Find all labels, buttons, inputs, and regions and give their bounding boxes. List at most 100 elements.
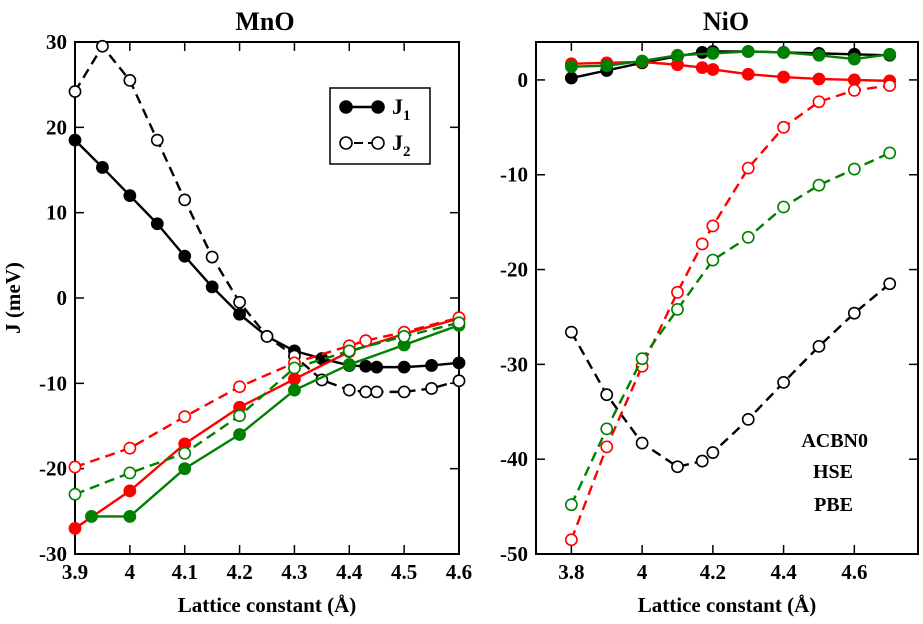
data-point-j1-hse-mno — [85, 510, 98, 523]
series-group-mno — [68, 39, 466, 535]
data-point-j2-pbe-mno — [370, 385, 384, 399]
data-point-j2-hse-nio — [635, 352, 649, 366]
data-point-j2-pbe-mno — [233, 295, 246, 309]
legend-label-j1: J1 — [392, 94, 411, 124]
data-point-j1-acbn0-mno — [288, 372, 301, 386]
data-point-j2-hse-mno — [342, 344, 356, 358]
data-point-j1-hse-nio — [564, 60, 578, 74]
data-point-j2-pbe-nio — [635, 436, 649, 450]
data-point-j2-acbn0-mno — [123, 441, 137, 455]
data-point-j2-pbe-mno — [359, 385, 373, 399]
data-point-j2-pbe-mno — [123, 74, 137, 87]
data-point-j2-pbe-nio — [847, 306, 861, 320]
y-tick-label-nio: 0 — [518, 68, 529, 92]
plot-frame-nio — [535, 41, 919, 555]
series-line-j2-hse-nio — [570, 151, 891, 506]
data-point-j2-pbe-mno — [452, 374, 466, 388]
panel-title-nio: NiO — [703, 7, 749, 36]
data-point-j1-pbe-nio — [564, 71, 578, 85]
data-point-j2-hse-nio — [706, 253, 720, 267]
data-point-j2-acbn0-nio — [695, 237, 709, 251]
data-point-j2-pbe-mno — [260, 329, 274, 343]
data-point-j2-acbn0-nio — [600, 440, 614, 454]
method-legend: ACBN0 HSE PBE — [801, 430, 868, 516]
data-point-j1-pbe-mno — [233, 307, 246, 321]
y-tick-label-mno: 0 — [57, 286, 68, 310]
x-tick-label-mno: 4.2 — [226, 560, 252, 584]
data-point-j2-pbe-mno — [205, 250, 219, 264]
data-point-j1-hse-nio — [635, 54, 649, 68]
y-tick-label-nio: -20 — [500, 258, 528, 282]
data-point-j1-hse-mno — [288, 383, 301, 397]
data-point-j1-pbe-mno — [150, 217, 164, 231]
data-point-j1-hse-nio — [777, 46, 790, 59]
data-point-j2-acbn0-nio — [671, 285, 684, 299]
x-tick-label-mno: 4.1 — [172, 560, 198, 584]
data-point-j2-acbn0-mno — [233, 380, 246, 394]
data-point-j1-hse-nio — [847, 52, 861, 66]
data-point-j2-hse-mno — [178, 446, 192, 460]
x-axis-label-nio: Lattice constant (Å) — [638, 593, 816, 617]
y-tick-label-nio: -30 — [500, 352, 528, 376]
x-tick-label-nio: 4 — [637, 560, 648, 584]
data-point-j2-acbn0-nio — [777, 120, 790, 134]
data-point-j2-pbe-nio — [564, 325, 578, 339]
data-point-j1-acbn0-nio — [777, 70, 790, 84]
data-point-j2-hse-nio — [777, 200, 790, 214]
data-point-j2-pbe-nio — [600, 388, 614, 402]
y-tick-label-mno: 10 — [46, 201, 67, 225]
data-point-j2-pbe-nio — [695, 454, 709, 468]
series-line-j2-hse-mno — [74, 321, 460, 496]
data-point-j1-pbe-mno — [370, 360, 384, 374]
data-point-j2-acbn0-nio — [883, 79, 897, 93]
data-point-j1-hse-nio — [741, 45, 755, 58]
series-line-j1-hse-mno — [91, 324, 460, 518]
data-point-j2-acbn0-nio — [812, 95, 826, 109]
legend-label-j2: J2 — [392, 130, 411, 160]
axes-nio: 3.8 4 4.2 4.4 4.6 -50 -40 -30 -20 -10 0 — [500, 42, 918, 584]
data-point-j2-pbe-mno — [96, 39, 109, 53]
data-point-j2-pbe-nio — [741, 412, 755, 426]
data-point-j2-hse-nio — [812, 178, 826, 192]
data-point-j2-pbe-nio — [777, 375, 790, 389]
data-point-j1-hse-mno — [342, 358, 356, 371]
data-point-j1-pbe-mno — [68, 133, 82, 147]
data-point-j2-pbe-nio — [883, 277, 897, 291]
data-point-j1-acbn0-nio — [706, 63, 720, 76]
x-axis-label-mno: Lattice constant (Å) — [178, 593, 356, 617]
series-group-nio — [564, 45, 897, 547]
data-point-j1-hse-nio — [883, 47, 897, 61]
data-point-j1-pbe-nio — [695, 46, 709, 59]
data-point-j2-hse-mno — [233, 409, 246, 423]
data-point-j2-hse-nio — [600, 422, 614, 436]
data-point-j2-pbe-nio — [706, 446, 720, 459]
data-point-j1-hse-nio — [812, 48, 826, 62]
data-point-j2-acbn0-mno — [359, 334, 373, 348]
data-point-j2-pbe-mno — [178, 193, 192, 207]
data-point-j2-acbn0-nio — [847, 83, 861, 97]
data-point-j1-pbe-mno — [178, 249, 192, 263]
data-point-j1-hse-nio — [671, 48, 684, 62]
series-line-j2-pbe-mno — [73, 45, 460, 394]
data-point-j2-acbn0-mno — [178, 410, 192, 424]
data-point-j2-pbe-nio — [671, 460, 684, 474]
data-point-j1-acbn0-mno — [123, 484, 137, 498]
y-tick-label-mno: -10 — [39, 371, 67, 395]
y-tick-label-nio: -10 — [500, 163, 528, 187]
data-point-j2-acbn0-nio — [706, 219, 720, 233]
annotation-pbe: PBE — [814, 494, 853, 516]
data-point-j2-hse-nio — [564, 498, 578, 512]
data-point-j2-hse-mno — [68, 487, 82, 501]
data-point-j2-acbn0-nio — [564, 533, 578, 547]
annotation-hse: HSE — [813, 461, 853, 483]
y-tick-label-nio: -50 — [500, 542, 528, 566]
x-tick-label-mno: 4.6 — [446, 560, 472, 584]
x-tick-label-mno: 4.5 — [391, 560, 417, 584]
data-point-j2-pbe-mno — [342, 383, 356, 397]
data-point-j1-acbn0-nio — [741, 67, 755, 81]
y-tick-label-mno: 30 — [46, 30, 67, 54]
series-line-j1-hse-nio — [571, 50, 890, 68]
y-tick-label-mno: 20 — [46, 115, 67, 139]
x-tick-label-nio: 3.8 — [558, 560, 584, 584]
